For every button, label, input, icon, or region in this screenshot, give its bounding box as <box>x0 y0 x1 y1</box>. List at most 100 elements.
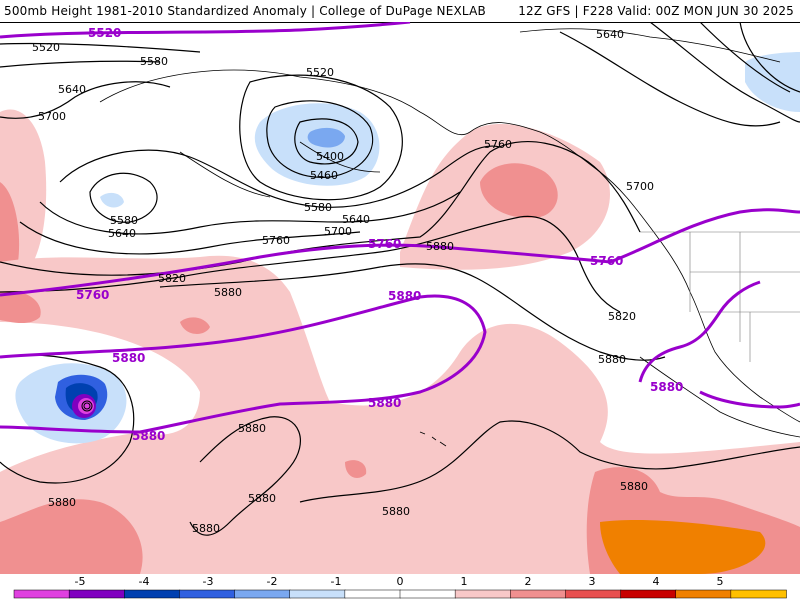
colorbar-segment <box>13 589 70 599</box>
colorbar-tick-label: -1 <box>331 575 342 588</box>
anomaly-area <box>307 127 345 148</box>
contour-label: 5880 <box>214 286 242 299</box>
contour-line <box>294 118 359 165</box>
anomaly-area <box>600 520 766 574</box>
contour-line <box>266 100 374 178</box>
contour-label: 5820 <box>158 272 186 285</box>
contour-label: 5520 <box>306 66 334 79</box>
colorbar-tick-label: -4 <box>139 575 150 588</box>
contour-label: 5880 <box>598 353 626 366</box>
hawaii-islands <box>419 431 447 447</box>
colorbar-tick-label: 5 <box>717 575 724 588</box>
colorbar-tick-label: 2 <box>525 575 532 588</box>
colorbar-tick-label: -3 <box>203 575 214 588</box>
anomaly-colorbar: -5 -4 -3 -2 -1 0 1 2 3 4 5 <box>13 575 787 599</box>
colorbar-segments <box>13 589 787 599</box>
contour-5880 <box>0 294 487 434</box>
contour-label: 5820 <box>608 310 636 323</box>
contour-line <box>89 172 158 223</box>
colorbar-segment <box>730 589 787 599</box>
contour-line <box>559 31 781 127</box>
colorbar-tick-label: -5 <box>75 575 86 588</box>
contour-line <box>159 263 666 361</box>
coastline-canada <box>519 28 781 63</box>
contour-label-highlight: 5760 <box>76 288 109 302</box>
contour-label: 5460 <box>310 169 338 182</box>
contour-label: 5580 <box>140 55 168 68</box>
header-bar: 500mb Height 1981-2010 Standardized Anom… <box>0 0 800 23</box>
model-run-info: 12Z GFS | F228 Valid: 00Z MON JUN 30 202… <box>518 4 794 18</box>
contour-label: 5760 <box>262 234 290 247</box>
hurricane-core <box>81 400 93 412</box>
contour-label-highlight: 5880 <box>388 289 421 303</box>
purple-contour-labels: 5520 5760 5760 5760 5880 5880 5880 5880 … <box>76 26 683 443</box>
contour-label-highlight: 5880 <box>112 351 145 365</box>
state-border <box>689 232 800 362</box>
contour-line <box>59 145 501 208</box>
colorbar-tick-label: 3 <box>589 575 596 588</box>
contour-label: 5880 <box>248 492 276 505</box>
contour-label-highlight: 5760 <box>368 237 401 251</box>
contour-label: 5580 <box>110 214 138 227</box>
hurricane-core <box>83 402 91 410</box>
contour-line <box>299 420 800 503</box>
anomaly-area <box>100 192 124 208</box>
colorbar-segment <box>344 589 401 599</box>
contour-label: 5640 <box>58 83 86 96</box>
contour-line <box>19 221 361 255</box>
colorbar-tick-label: -2 <box>267 575 278 588</box>
highlight-contours <box>0 22 800 434</box>
coastline-north-america <box>649 226 800 423</box>
contour-label: 5640 <box>342 213 370 226</box>
contour-5880-east <box>638 280 800 409</box>
state-borders <box>640 231 800 362</box>
contour-line <box>239 74 403 201</box>
contour-label-highlight: 5880 <box>132 429 165 443</box>
positive-anomaly-shading <box>0 109 800 574</box>
anomaly-area <box>180 317 210 334</box>
colorbar-segment <box>68 589 126 599</box>
contour-line <box>0 81 171 119</box>
map-canvas: 5520 5580 5640 5700 5520 5400 5460 5580 … <box>0 22 800 574</box>
contour-line <box>0 354 135 484</box>
contour-label: 5880 <box>192 522 220 535</box>
mexico-coast <box>639 356 800 438</box>
anomaly-area <box>0 291 41 324</box>
colorbar-segment <box>399 589 456 599</box>
contour-line <box>739 22 800 93</box>
contour-label: 5880 <box>620 480 648 493</box>
colorbar-tick-label: 1 <box>461 575 468 588</box>
anomaly-area <box>345 460 367 478</box>
contour-label: 5880 <box>382 505 410 518</box>
colorbar-tick-label: 4 <box>653 575 660 588</box>
contour-label-highlight: 5880 <box>650 380 683 394</box>
contour-5520 <box>0 22 411 39</box>
colorbar-segment <box>179 589 236 599</box>
contour-label: 5640 <box>596 28 624 41</box>
contour-line <box>0 42 201 53</box>
contour-label: 5880 <box>238 422 266 435</box>
height-contours <box>0 22 800 536</box>
contour-label: 5640 <box>108 227 136 240</box>
anomaly-area <box>480 163 558 218</box>
contour-label: 5400 <box>316 150 344 163</box>
colorbar-segment <box>620 589 677 599</box>
colorbar-segment <box>675 589 732 599</box>
colorbar-segment <box>234 589 291 599</box>
contour-line <box>699 22 791 93</box>
contour-label-highlight: 5520 <box>88 26 121 40</box>
contour-line <box>39 191 461 235</box>
colorbar-segment <box>510 589 567 599</box>
anomaly-area <box>0 182 20 273</box>
contour-label: 5880 <box>426 240 454 253</box>
contour-line <box>0 215 621 313</box>
contour-line <box>649 22 800 123</box>
contour-label: 5760 <box>484 138 512 151</box>
anomaly-area <box>0 499 143 574</box>
colorbar-tick-label: 0 <box>397 575 404 588</box>
colorbar-segment <box>565 589 622 599</box>
colorbar-segment <box>124 589 181 599</box>
contour-label: 5700 <box>626 180 654 193</box>
contour-label: 5580 <box>304 201 332 214</box>
